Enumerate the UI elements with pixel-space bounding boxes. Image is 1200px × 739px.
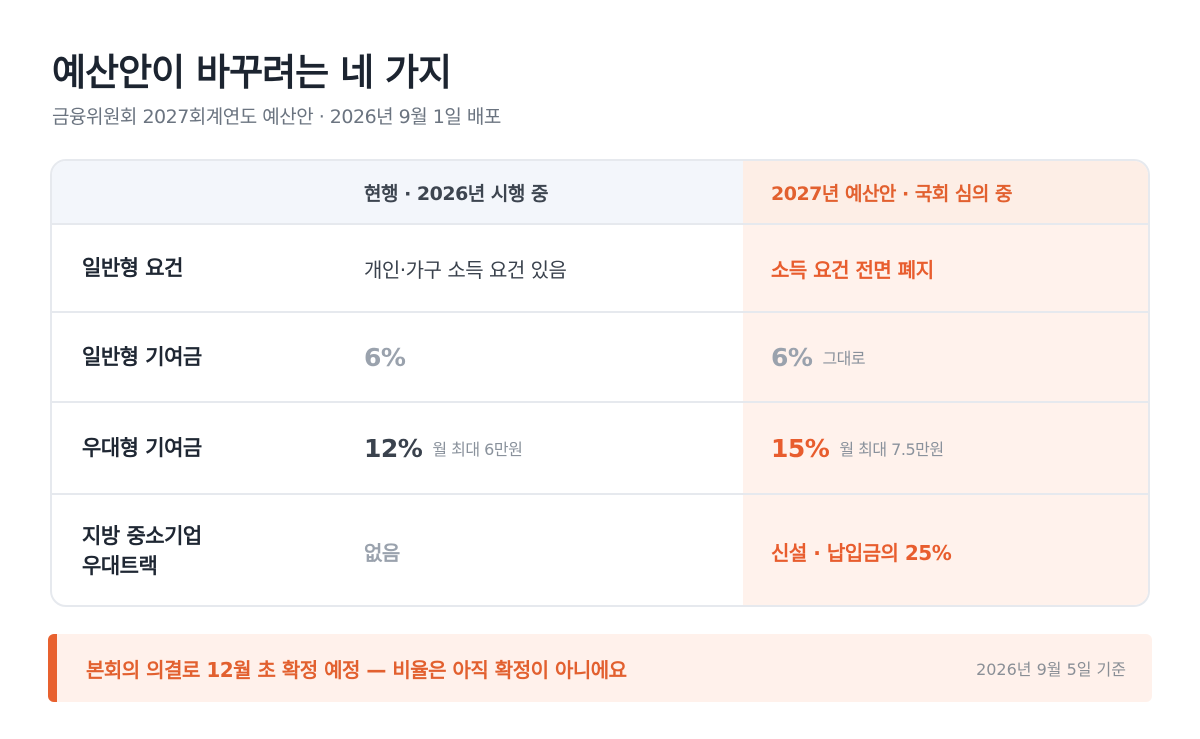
current-note: 월 최대 6만원 xyxy=(432,440,523,459)
current-value: 개인·가구 소득 요건 있음 xyxy=(364,225,734,311)
proposed-value: 소득 요건 전면 폐지 xyxy=(771,225,1141,311)
notice-date: 2026년 9월 5일 기준 xyxy=(976,660,1126,679)
row-label: 일반형 요건 xyxy=(82,256,183,280)
current-value-text: 개인·가구 소득 요건 있음 xyxy=(364,257,567,282)
current-value-text: 없음 xyxy=(364,540,400,565)
table-row: 일반형 요건 개인·가구 소득 요건 있음 소득 요건 전면 폐지 xyxy=(52,225,1148,313)
header-highlight xyxy=(743,161,1148,223)
proposed-value-text: 소득 요건 전면 폐지 xyxy=(771,257,934,282)
current-rate: 6% xyxy=(364,342,406,372)
proposed-value: 6% 그대로 xyxy=(771,313,1141,401)
proposed-value-text: 신설 · 납입금의 25% xyxy=(771,540,952,565)
proposed-value: 15% 월 최대 7.5만원 xyxy=(771,403,1141,493)
table-row: 우대형 기여금 12% 월 최대 6만원 15% 월 최대 7.5만원 xyxy=(52,403,1148,495)
page-subtitle: 금융위원회 2027회계연도 예산안 · 2026년 9월 1일 배포 xyxy=(52,106,501,128)
proposed-value: 신설 · 납입금의 25% xyxy=(771,495,1141,605)
column-header-current: 현행 · 2026년 시행 중 xyxy=(364,182,548,205)
proposed-column-highlight xyxy=(743,161,1148,605)
row-label: 일반형 기여금 xyxy=(82,345,202,369)
proposed-rate: 15% xyxy=(771,433,830,463)
page-title: 예산안이 바꾸려는 네 가지 xyxy=(52,51,452,94)
row-label-text: 지방 중소기업 우대트랙 xyxy=(82,524,202,578)
current-value: 6% xyxy=(364,313,734,401)
current-rate: 12% xyxy=(364,433,423,463)
row-label: 우대형 기여금 xyxy=(82,436,202,460)
comparison-table: 현행 · 2026년 시행 중 2027년 예산안 · 국회 심의 중 일반형 … xyxy=(50,159,1150,607)
row-label: 지방 중소기업 우대트랙 xyxy=(82,495,352,605)
proposed-rate: 6% xyxy=(771,342,813,372)
current-value: 12% 월 최대 6만원 xyxy=(364,403,734,493)
table-row: 일반형 기여금 6% 6% 그대로 xyxy=(52,313,1148,403)
notice-banner: 본회의 의결로 12월 초 확정 예정 — 비율은 아직 확정이 아니에요 20… xyxy=(48,634,1152,702)
table-header-row: 현행 · 2026년 시행 중 2027년 예산안 · 국회 심의 중 xyxy=(52,161,1148,225)
proposed-note: 그대로 xyxy=(822,349,866,368)
notice-accent-bar xyxy=(48,634,57,702)
column-header-proposed: 2027년 예산안 · 국회 심의 중 xyxy=(771,182,1013,205)
proposed-note: 월 최대 7.5만원 xyxy=(839,440,944,459)
notice-text: 본회의 의결로 12월 초 확정 예정 — 비율은 아직 확정이 아니에요 xyxy=(86,657,627,682)
table-row: 지방 중소기업 우대트랙 없음 신설 · 납입금의 25% xyxy=(52,495,1148,605)
current-value: 없음 xyxy=(364,495,734,605)
